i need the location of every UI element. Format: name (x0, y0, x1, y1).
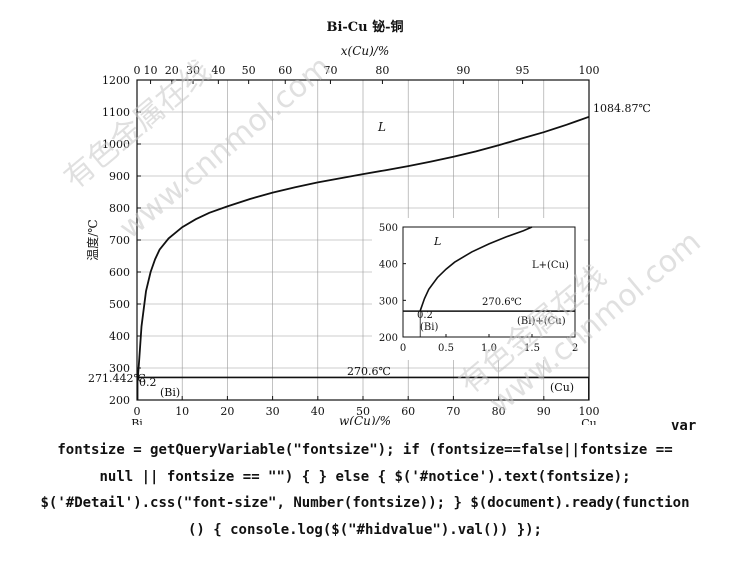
x-axis-top-label: x(Cu)/% (341, 44, 390, 58)
y-tick-label: 800 (109, 202, 130, 215)
x-tick-label-top: 0 (134, 64, 141, 77)
inset-plot-area: 0 0.5 1.0 1.5 2 200 300 400 500 (372, 218, 584, 360)
watermark-text: www.cnnmol.com (113, 49, 338, 246)
inset-composition-label: 0.2 (417, 310, 433, 321)
cu-melting-point-label: 1084.87℃ (593, 102, 651, 115)
x-tick-label-top: 40 (211, 64, 225, 77)
inset-liquid-label: L (433, 235, 441, 248)
x-tick-label-top: 95 (516, 64, 530, 77)
x-tick-label-bottom: 100 (579, 405, 600, 418)
x-tick-label-bottom: 30 (266, 405, 280, 418)
cu-phase-label: (Cu) (550, 381, 574, 394)
eutectic-temp-label: 270.6℃ (347, 365, 391, 378)
bi-melting-point-label: 271.442℃ (88, 372, 146, 385)
code-line: fontsize = getQueryVariable("fontsize");… (57, 442, 673, 458)
inset-liquidus-curve (419, 226, 533, 312)
inset-x-tick-label: 1.5 (524, 343, 540, 354)
y-tick-label: 600 (109, 266, 130, 279)
x-tick-label-bottom: 90 (537, 405, 551, 418)
inset-l-plus-cu-label: L+(Cu) (532, 260, 569, 271)
y-tick-label: 1200 (102, 74, 130, 87)
inset-x-tick-label: 2 (572, 343, 578, 354)
leaked-script-text: fontsize = getQueryVariable("fontsize");… (0, 437, 730, 543)
x-axis-bottom-label: w(Cu)/% (339, 414, 391, 425)
x-tick-label-top: 30 (186, 64, 200, 77)
y-tick-label: 1100 (102, 106, 130, 119)
x-tick-label-bottom: 40 (311, 405, 325, 418)
x-tick-label-top: 80 (375, 64, 389, 77)
code-line: null || fontsize == "") { } else { $('#n… (99, 468, 631, 485)
x-tick-label-bottom: 10 (175, 405, 189, 418)
x-tick-label-top: 60 (278, 64, 292, 77)
x-tick-label-top: 10 (144, 64, 158, 77)
y-tick-label: 400 (109, 330, 130, 343)
inset-y-tick-label: 200 (379, 333, 398, 344)
element-bi-label: Bi (131, 417, 143, 425)
element-cu-label: Cu (581, 417, 597, 425)
bi-phase-label: (Bi) (160, 386, 180, 399)
x-tick-label-bottom: 70 (446, 405, 460, 418)
y-tick-label: 200 (109, 394, 130, 407)
liquid-region-label: L (377, 120, 386, 134)
code-line: () { console.log($("#hidvalue").val()) }… (187, 521, 542, 538)
inset-bi-plus-cu-label: (Bi)+(Cu) (517, 316, 566, 327)
x-tick-label-top: 50 (242, 64, 256, 77)
y-axis-label: 温度/℃ (85, 219, 100, 260)
x-tick-label-bottom: 0 (134, 405, 141, 418)
phase-diagram-svg: Bi-Cu 铋-铜 0 10 20 30 40 50 60 70 80 90 1000 10 20 30 4… (58, 19, 708, 425)
x-tick-label-bottom: 50 (356, 405, 370, 418)
inset-x-tick-label: 0.5 (438, 343, 454, 354)
x-tick-label-top: 20 (165, 64, 179, 77)
x-tick-label-top: 90 (456, 64, 470, 77)
x-tick-label-top: 70 (323, 64, 337, 77)
y-tick-label: 300 (109, 362, 130, 375)
inset-frame (402, 226, 576, 338)
code-line: $('#Detail').css("font-size", Number(fon… (40, 495, 690, 511)
y-tick-label: 500 (109, 298, 130, 311)
x-tick-label-bottom: 80 (492, 405, 506, 418)
y-tick-label: 1000 (102, 138, 130, 151)
x-tick-label-top: 100 (579, 64, 600, 77)
inset-y-tick-label: 400 (379, 260, 398, 271)
inset-x-tick-label: 1.0 (481, 343, 497, 354)
chart-title: Bi-Cu 铋-铜 (326, 19, 403, 35)
x-tick-label-bottom: 60 (401, 405, 415, 418)
inset-y-tick-label: 500 (379, 223, 398, 234)
phase-diagram-figure: Bi-Cu 铋-铜 0 10 20 30 40 50 60 70 80 90 100 0 10 20 30 4… (58, 19, 708, 425)
inset-bi-label: (Bi) (420, 322, 438, 333)
y-tick-label: 700 (109, 234, 130, 247)
eutectic-composition-label: 0.2 (139, 376, 157, 389)
inset-y-tick-label: 300 (379, 296, 398, 307)
inset-eutectic-temp-label: 270.6℃ (482, 297, 522, 308)
inset-x-tick-label: 0 (400, 343, 406, 354)
x-tick-label-bottom: 20 (220, 405, 234, 418)
stray-code-token: var (671, 418, 697, 434)
y-tick-label: 900 (109, 170, 130, 183)
liquidus-curve (137, 115, 590, 379)
